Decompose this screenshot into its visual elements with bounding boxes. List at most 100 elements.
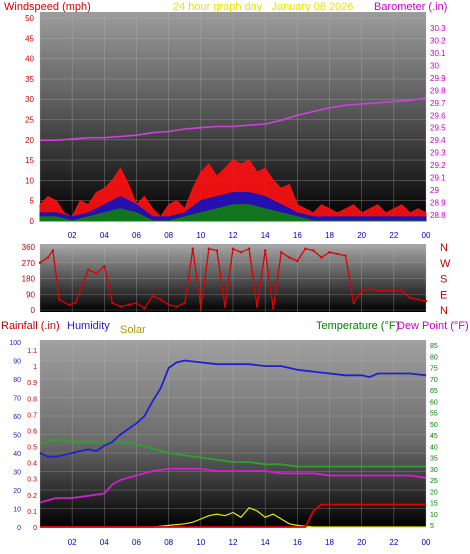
wind-direction-point: [127, 303, 130, 306]
wind-direction-point: [408, 296, 412, 299]
humidity-tick-label: 70: [13, 396, 21, 403]
x-tick-label: 14: [261, 231, 270, 240]
humidity-tick-label: 100: [9, 340, 21, 347]
humidity-tick-label: 0: [17, 525, 21, 532]
panel2-grid: [39, 244, 427, 312]
panel1-series: [39, 97, 427, 222]
temperature-tick-label: 10: [430, 512, 438, 519]
y2-tick-label: 30.1: [430, 49, 446, 58]
x-tick-label: 00: [422, 538, 431, 547]
temperature-tick-label: 25: [430, 478, 438, 485]
rain-tick-label: 0.7: [27, 412, 37, 419]
wind-direction-point: [247, 247, 251, 250]
y-tick-label: 50: [25, 14, 34, 23]
rain-tick-label: 0.6: [27, 428, 37, 435]
x-tick-label: 16: [293, 231, 302, 240]
wind-direction-point: [280, 251, 283, 254]
wind-direction-point: [328, 251, 331, 254]
rain-tick-label: 0.1: [27, 509, 37, 516]
x-tick-label: 16: [293, 538, 302, 547]
x-tick-label: 12: [229, 538, 238, 547]
x-tick-label: 18: [325, 538, 334, 547]
x-tick-label: 02: [68, 538, 77, 547]
legend-dewpoint: Dew Point (°F): [397, 320, 469, 332]
wind-direction-point: [183, 301, 186, 305]
y2-tick-label: 29.1: [430, 174, 446, 183]
wind-direction-point: [215, 249, 219, 252]
wind-direction-point: [199, 307, 203, 310]
y2-tick-label: 30: [430, 61, 439, 70]
y-tick-label: 25: [25, 116, 34, 125]
wind-direction-point: [87, 268, 90, 271]
rain-tick-label: 0: [33, 525, 37, 532]
y-tick-label: 180: [22, 275, 36, 284]
y2-tick-label: 28.9: [430, 199, 446, 208]
temperature-tick-label: 55: [430, 411, 438, 418]
wind-direction-point: [67, 303, 71, 306]
graph-title: 24 hour graph day January 08 2026: [173, 1, 353, 13]
x-tick-label: 04: [100, 538, 109, 547]
panel1-y2-ticks: 28.8 28.9 29 29.1 29.2 29.3 29.4 29.5 29.6 29.7 29…: [430, 24, 446, 220]
temperature-tick-label: 70: [430, 377, 438, 384]
temperature-tick-label: 30: [430, 467, 438, 474]
temperature-tick-label: 50: [430, 422, 438, 429]
y2-tick-label: 29.8: [430, 86, 446, 95]
y2-tick-label: 29.3: [430, 149, 446, 158]
wind-direction-point: [352, 301, 355, 305]
wind-direction-point: [119, 305, 122, 308]
wind-direction-point: [336, 252, 339, 256]
dewpoint-line: [39, 467, 427, 504]
windspeed-axis-title: Windspeed (mph): [4, 1, 91, 13]
humidity-tick-label: 20: [13, 488, 21, 495]
y-tick-label: 35: [25, 75, 34, 84]
y2-tick-label: 29.5: [430, 124, 446, 133]
compass-label: S: [440, 274, 447, 286]
rain-tick-label: 0.5: [27, 445, 37, 452]
panel3-x-ticks: 02 04 06 08 10 12 14 16 18 20 22 00: [68, 538, 431, 547]
wind-average-line: [39, 204, 426, 222]
wind-direction-point: [400, 289, 404, 292]
wind-direction-point: [51, 249, 55, 252]
legend-temperature: Temperature (°F): [316, 320, 399, 332]
x-tick-label: 02: [68, 231, 77, 240]
compass-label: N: [440, 242, 448, 254]
temperature-tick-label: 85: [430, 343, 438, 350]
x-tick-label: 20: [357, 538, 366, 547]
wind-direction-point: [304, 247, 307, 250]
y-tick-label: 10: [25, 176, 34, 185]
x-tick-label: 10: [196, 231, 205, 240]
y2-tick-label: 30.3: [430, 24, 446, 33]
wind-direction-point: [95, 272, 98, 275]
x-tick-label: 00: [422, 231, 431, 240]
wind-direction-point: [376, 289, 379, 292]
x-tick-label: 12: [229, 231, 238, 240]
wind-direction-point: [255, 305, 259, 308]
y-tick-label: 0: [30, 217, 35, 226]
wind-direction-point: [223, 305, 227, 308]
wind-direction-point: [231, 247, 235, 250]
x-tick-label: 06: [132, 538, 141, 547]
rain-tick-label: 0.3: [27, 477, 37, 484]
temperature-tick-label: 65: [430, 388, 438, 395]
rain-tick-label: 0.9: [27, 380, 37, 387]
wind-direction-point: [392, 289, 396, 292]
x-tick-label: 10: [196, 538, 205, 547]
y-tick-label: 40: [25, 55, 34, 64]
y-tick-label: 30: [25, 95, 34, 104]
rainfall-axis-title: Rainfall (.in): [1, 320, 60, 332]
wind-direction-point: [111, 301, 114, 305]
wind-direction-point: [103, 265, 106, 268]
y-tick-label: 5: [30, 197, 35, 206]
humidity-line: [39, 359, 427, 458]
compass-label: W: [440, 258, 451, 270]
panel1-x-ticks: 02 04 06 08 10 12 14 16 18 20 22 00: [68, 231, 431, 240]
wind-direction-point: [135, 301, 138, 305]
panel3-series: [39, 359, 427, 528]
wind-direction-point: [288, 256, 291, 259]
humidity-tick-label: 90: [13, 359, 21, 366]
temperature-tick-label: 35: [430, 456, 438, 463]
humidity-tick-label: 50: [13, 433, 21, 440]
x-tick-label: 08: [164, 538, 173, 547]
wind-direction-point: [239, 251, 243, 254]
y-tick-label: 45: [25, 34, 34, 43]
